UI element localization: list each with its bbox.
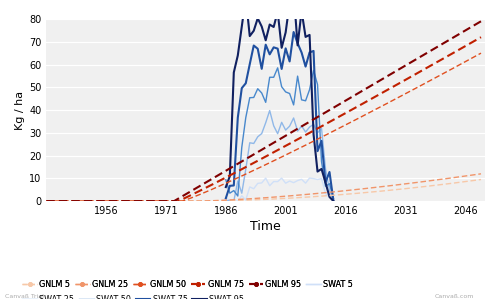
Legend: GNLM 5, GNLM 25, GNLM 50, GNLM 75, GNLM 95, SWAT 5: GNLM 5, GNLM 25, GNLM 50, GNLM 75, GNLM … <box>19 277 356 292</box>
Text: Canvaß.com: Canvaß.com <box>435 294 474 298</box>
Legend: SWAT 25, SWAT 50, SWAT 75, SWAT 95: SWAT 25, SWAT 50, SWAT 75, SWAT 95 <box>19 292 248 299</box>
Y-axis label: Kg / ha: Kg / ha <box>15 91 25 130</box>
X-axis label: Time: Time <box>250 220 281 233</box>
Text: Canvaß Trial: Canvaß Trial <box>5 294 44 298</box>
